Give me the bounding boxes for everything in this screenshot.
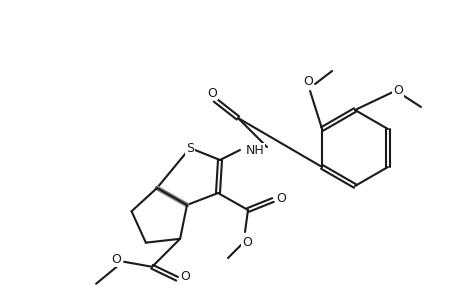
Text: O: O: [302, 74, 312, 88]
Text: O: O: [207, 86, 217, 100]
Text: O: O: [180, 270, 190, 283]
Text: NH: NH: [245, 143, 264, 157]
Text: S: S: [185, 142, 194, 154]
Text: O: O: [241, 236, 252, 248]
Text: O: O: [111, 253, 121, 266]
Text: O: O: [392, 83, 402, 97]
Text: O: O: [275, 191, 285, 205]
